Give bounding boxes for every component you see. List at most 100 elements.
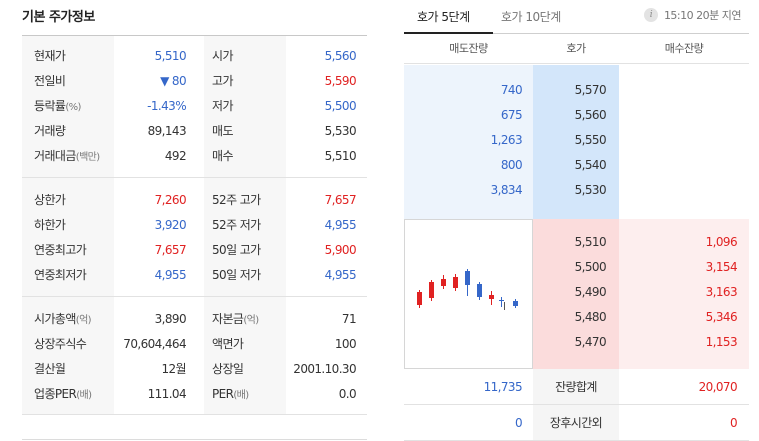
stat-value: ▼ 80: [160, 74, 187, 88]
stat-value: 5,510: [154, 49, 187, 63]
stat-value: 5,530: [324, 124, 357, 138]
stat-label: 52주 저가: [212, 218, 261, 232]
stat-value: 7,657: [154, 243, 187, 257]
stat-label: 거래대금(백만): [34, 149, 100, 163]
stat-label: 매수: [212, 149, 233, 163]
stat-label: 시가: [212, 49, 233, 63]
label-shade: [22, 36, 114, 177]
tab-orderbook-10[interactable]: 호가 10단계: [501, 10, 561, 24]
stat-value: 7,260: [154, 193, 187, 207]
label-shade: [22, 178, 114, 296]
mini-candle-chart: [404, 219, 533, 369]
stat-value: 7,657: [324, 193, 357, 207]
divider: [22, 439, 367, 440]
stat-label: 등락률(%): [34, 99, 81, 113]
orderbook: 매도잔량 호가 매수잔량: [404, 34, 749, 441]
label-shade: [204, 36, 286, 177]
stat-label: 연중최저가: [34, 268, 87, 282]
stat-row: 업종PER(배) 111.04 PER(배) 0.0: [22, 382, 367, 407]
stat-label: 하한가: [34, 218, 66, 232]
ask-qty: 675: [500, 108, 523, 122]
label-shade: [204, 297, 286, 414]
summary-ask: 11,735: [483, 380, 523, 394]
bid-qty: 1,096: [705, 235, 738, 249]
stat-value: 100: [334, 337, 357, 351]
ask-price: 5,550: [574, 133, 607, 147]
header-price: 호가: [566, 42, 586, 55]
stat-row: 하한가 3,920 52주 저가 4,955: [22, 213, 367, 238]
summary-label: 잔량합계: [555, 380, 597, 394]
bid-price: 5,470: [574, 335, 607, 349]
candle-chart-icon: [417, 269, 518, 310]
stat-value: 4,955: [154, 268, 187, 282]
stat-value: 5,560: [324, 49, 357, 63]
stat-label: 결산월: [34, 362, 66, 376]
summary-bid: 0: [729, 416, 738, 430]
ask-qty: 3,834: [490, 183, 523, 197]
stat-label: 액면가: [212, 337, 244, 351]
info-icon[interactable]: i: [643, 8, 658, 22]
ask-qty: 1,263: [490, 133, 523, 147]
stat-value: 71: [341, 312, 357, 326]
stat-value: -1.43%: [147, 99, 186, 113]
stat-value: 89,143: [147, 124, 187, 138]
stat-row: 연중최고가 7,657 50일 고가 5,900: [22, 238, 367, 263]
bid-qty: 5,346: [705, 310, 738, 324]
stat-row: 거래량 89,143 매도 5,530: [22, 119, 367, 144]
stat-label: 현재가: [34, 49, 66, 63]
stat-value: 5,900: [324, 243, 357, 257]
tab-orderbook-5[interactable]: 호가 5단계: [417, 10, 470, 24]
stat-label: 매도: [212, 124, 233, 138]
stat-value: 0.0: [338, 387, 357, 401]
orderbook-tabs: 호가 5단계 호가 10단계 i 15:10 20분 지연: [404, 0, 749, 34]
stat-value: 3,920: [154, 218, 187, 232]
stat-value: 492: [164, 149, 187, 163]
divider: [22, 35, 367, 36]
stat-label: 시가총액(억): [34, 312, 92, 326]
stat-row: 상장주식수 70,604,464 액면가 100: [22, 332, 367, 357]
stat-value: 12월: [161, 362, 186, 376]
stat-row: 시가총액(억) 3,890 자본금(억) 71: [22, 307, 367, 332]
stat-value: 111.04: [147, 387, 187, 401]
ask-price: 5,560: [574, 108, 607, 122]
stat-label: 50일 고가: [212, 243, 261, 257]
stat-label: 저가: [212, 99, 233, 113]
summary-bid: 20,070: [698, 380, 738, 394]
stat-label: 거래량: [34, 124, 66, 138]
header-ask-qty: 매도잔량: [449, 42, 488, 55]
summary-divider: [404, 404, 749, 405]
bid-qty-area: [619, 219, 749, 369]
stat-value: 70,604,464: [123, 337, 186, 351]
ask-qty: 740: [500, 83, 523, 97]
stat-label: 50일 저가: [212, 268, 261, 282]
orderbook-header: 매도잔량 호가 매수잔량: [404, 34, 749, 64]
stat-group: 시가총액(억) 3,890 자본금(억) 71 상장주식수 70,604,464 액면가 10…: [22, 297, 367, 415]
stat-row: 현재가 5,510 시가 5,560: [22, 44, 367, 69]
stat-value: 3,890: [154, 312, 187, 326]
stat-value: 4,955: [324, 218, 357, 232]
stat-label: 업종PER(배): [34, 387, 92, 401]
bid-qty: 3,154: [705, 260, 738, 274]
stat-value: 4,955: [324, 268, 357, 282]
stat-label: 전일비: [34, 74, 66, 88]
stock-info-table: 현재가 5,510 시가 5,560 전일비 ▼ 80 고가 5,590 등락률(%) -1.43…: [22, 36, 367, 415]
ask-qty-area: [404, 65, 533, 219]
stat-value: 5,510: [324, 149, 357, 163]
stat-value: 2001.10.30: [293, 362, 356, 376]
label-shade: [204, 178, 286, 296]
stat-row: 연중최저가 4,955 50일 저가 4,955: [22, 263, 367, 288]
tabs-divider: [404, 33, 749, 34]
ask-price: 5,530: [574, 183, 607, 197]
bid-qty: 3,163: [705, 285, 738, 299]
bid-qty: 1,153: [705, 335, 738, 349]
ask-qty: 800: [500, 158, 523, 172]
stat-row: 거래대금(백만) 492 매수 5,510: [22, 144, 367, 169]
stat-label: 고가: [212, 74, 233, 88]
summary-label-bg: [533, 405, 619, 441]
summary-label-bg: [533, 369, 619, 405]
stat-group: 상한가 7,260 52주 고가 7,657 하한가 3,920 52주 저가 4,955 연중…: [22, 178, 367, 297]
bid-price: 5,510: [574, 235, 607, 249]
header-bid-qty: 매수잔량: [664, 42, 704, 55]
bid-price: 5,480: [574, 310, 607, 324]
bid-price: 5,490: [574, 285, 607, 299]
